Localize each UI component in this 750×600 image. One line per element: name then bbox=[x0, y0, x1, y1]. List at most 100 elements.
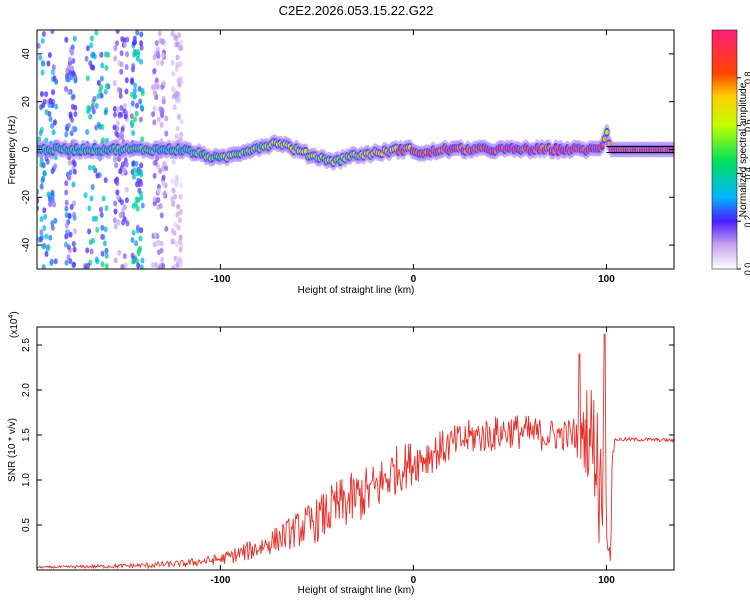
noise-blob bbox=[121, 166, 126, 173]
noise-blob bbox=[115, 189, 120, 196]
noise-blob bbox=[122, 103, 127, 110]
noise-blob bbox=[157, 30, 162, 37]
noise-blob bbox=[139, 264, 144, 269]
noise-blob bbox=[46, 60, 51, 67]
noise-blob bbox=[124, 88, 129, 95]
noise-blob bbox=[177, 81, 182, 88]
noise-blob bbox=[38, 236, 43, 243]
noise-blob bbox=[162, 191, 167, 198]
noise-blob bbox=[70, 117, 75, 123]
noise-blob bbox=[88, 113, 93, 120]
noise-blob bbox=[105, 83, 109, 89]
noise-blob bbox=[124, 161, 129, 168]
noise-blob bbox=[37, 42, 41, 49]
noise-blob bbox=[178, 76, 183, 83]
noise-blob bbox=[50, 220, 55, 227]
noise-blob bbox=[90, 184, 95, 191]
noise-blob bbox=[89, 248, 94, 255]
noise-blob bbox=[124, 64, 129, 70]
noise-blob bbox=[104, 247, 109, 254]
noise-blob bbox=[178, 45, 183, 52]
y-tick-label: 0 bbox=[21, 146, 32, 152]
noise-blob bbox=[138, 98, 143, 105]
noise-blob bbox=[179, 118, 184, 125]
noise-blob bbox=[43, 213, 48, 220]
noise-blob bbox=[90, 35, 94, 42]
noise-blob bbox=[134, 196, 139, 203]
noise-blob bbox=[85, 45, 90, 52]
noise-blob bbox=[50, 189, 55, 196]
noise-blob bbox=[91, 108, 96, 115]
noise-blob bbox=[178, 193, 183, 200]
noise-blob bbox=[138, 245, 142, 252]
noise-blob bbox=[135, 205, 140, 212]
noise-blob bbox=[171, 187, 176, 194]
y-tick-label: 1.0 bbox=[21, 473, 32, 487]
noise-blob bbox=[51, 69, 55, 76]
noise-blob bbox=[129, 113, 134, 120]
noise-column bbox=[64, 35, 78, 268]
noise-blob bbox=[50, 224, 55, 231]
noise-blob bbox=[156, 116, 161, 123]
noise-blob bbox=[71, 58, 76, 64]
noise-blob bbox=[113, 223, 118, 230]
noise-blob bbox=[162, 160, 167, 167]
noise-blob bbox=[153, 89, 157, 96]
noise-blob bbox=[91, 164, 96, 171]
noise-blob bbox=[170, 178, 175, 185]
noise-column bbox=[37, 30, 59, 269]
noise-blob bbox=[164, 130, 169, 137]
noise-blob bbox=[135, 227, 140, 234]
noise-blob bbox=[84, 55, 89, 62]
noise-blob bbox=[130, 100, 135, 107]
y-tick-label: 0.5 bbox=[21, 518, 32, 532]
noise-blob bbox=[104, 263, 109, 269]
noise-blob bbox=[161, 95, 166, 102]
noise-blob bbox=[159, 247, 164, 254]
noise-blob bbox=[64, 233, 69, 240]
noise-blob bbox=[49, 260, 54, 266]
noise-blob bbox=[98, 88, 103, 95]
colorbar-tick-label: 0.4 bbox=[743, 167, 750, 180]
colorbar-label: Normalized spectral amplitude bbox=[738, 82, 749, 217]
noise-blob bbox=[52, 201, 57, 208]
noise-blob bbox=[41, 175, 46, 182]
ridge-core bbox=[604, 129, 609, 135]
noise-blob bbox=[44, 233, 49, 240]
noise-blob bbox=[94, 102, 99, 109]
noise-blob bbox=[64, 199, 69, 206]
snr-axes: -100 0 100 0.5 1.0 1.5 2.0 2.5 bbox=[21, 327, 674, 586]
colorbar-ticks: 0.0 0.2 0.4 0.6 0.8 bbox=[737, 72, 750, 275]
noise-blob bbox=[139, 104, 144, 111]
noise-blob bbox=[139, 58, 143, 65]
noise-blob bbox=[64, 86, 68, 92]
noise-blob bbox=[161, 263, 166, 269]
noise-blob bbox=[120, 36, 125, 42]
noise-blob bbox=[73, 126, 78, 133]
noise-blob bbox=[41, 60, 46, 67]
noise-blob bbox=[131, 130, 136, 136]
noise-blob bbox=[152, 196, 157, 203]
noise-blob bbox=[116, 106, 121, 113]
noise-blob bbox=[100, 250, 105, 257]
noise-blob bbox=[175, 256, 180, 263]
noise-blob bbox=[83, 192, 88, 199]
noise-blob bbox=[53, 119, 57, 126]
noise-blob bbox=[113, 257, 118, 264]
noise-blob bbox=[154, 40, 159, 47]
noise-blob bbox=[68, 231, 73, 238]
noise-blob bbox=[139, 227, 144, 234]
noise-blob bbox=[112, 124, 117, 131]
noise-blob bbox=[178, 246, 183, 253]
noise-blob bbox=[37, 136, 42, 143]
noise-blob bbox=[132, 87, 137, 94]
noise-blob bbox=[119, 50, 124, 57]
noise-blob bbox=[171, 199, 176, 206]
spectrogram-xlabel: Height of straight line (km) bbox=[298, 285, 415, 296]
noise-blob bbox=[68, 56, 72, 63]
noise-blob bbox=[170, 227, 175, 234]
noise-blob bbox=[64, 212, 69, 218]
noise-blob bbox=[131, 229, 136, 236]
noise-blob bbox=[44, 91, 49, 98]
noise-blob bbox=[64, 241, 68, 248]
